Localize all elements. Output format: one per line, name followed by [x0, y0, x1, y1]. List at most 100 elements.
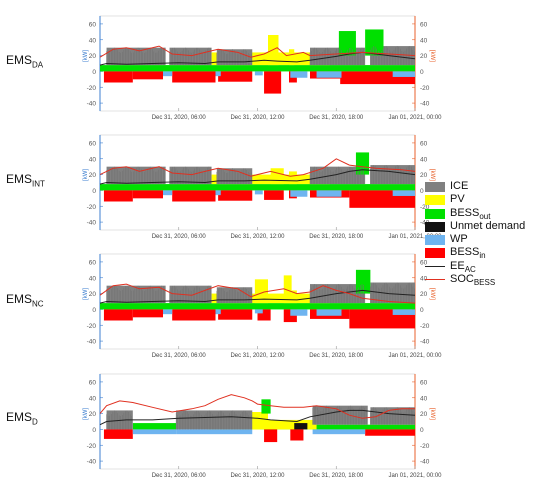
bess-in-bar: [264, 190, 284, 200]
bess-out-bar: [100, 184, 415, 191]
wp-bar: [290, 190, 308, 197]
y-left-tick-label: 40: [89, 275, 97, 282]
bess-in-bar: [103, 190, 133, 202]
bess-in-bar: [218, 71, 253, 82]
y-right-tick-label: 40: [420, 156, 428, 163]
y-right-label: [kW]: [429, 169, 435, 181]
wp-bar: [392, 309, 415, 315]
wp-bar: [392, 190, 415, 196]
legend-label-main: PV: [450, 193, 465, 206]
wp-bar: [215, 71, 221, 77]
legend-item: WP: [425, 233, 547, 246]
y-left-tick-label: 40: [89, 395, 97, 402]
legend-item: EEAC: [425, 260, 547, 274]
ee-ac-line: [99, 169, 416, 185]
legend-label: BESSout: [450, 207, 490, 223]
y-right-tick-label: 60: [420, 140, 428, 147]
x-tick-label: Dec 31, 2020, 12:00: [230, 473, 285, 479]
y-right-tick-label: 20: [420, 53, 428, 60]
panel-0: -40 -20 0 20 40 60 -40 -20 0 20 40 60 [kW] [kW] Dec 31…: [83, 15, 442, 121]
panel-label-sub: D: [32, 417, 38, 427]
y-left-tick-label: -20: [87, 443, 97, 450]
x-tick-label: Jan 01, 2021, 00:00: [388, 353, 442, 359]
x-tick-label: Dec 31, 2020, 12:00: [230, 234, 285, 240]
x-tick-label: Dec 31, 2020, 18:00: [309, 115, 364, 121]
legend-label-sub: in: [479, 251, 486, 261]
y-right-tick-label: 0: [420, 307, 424, 314]
wp-bar: [290, 71, 308, 78]
wp-bar: [254, 71, 263, 76]
y-left-tick-label: -40: [87, 220, 97, 227]
x-tick-label: Jan 01, 2021, 00:00: [388, 115, 442, 121]
bess-in-bar: [218, 309, 253, 320]
x-tick-label: Dec 31, 2020, 18:00: [309, 234, 364, 240]
bess-in-bar: [264, 71, 282, 94]
y-right-label: [kW]: [429, 288, 435, 300]
y-left-label: [kW]: [83, 50, 89, 62]
y-left-tick-label: 60: [89, 140, 97, 147]
panel-label-main: EMS: [6, 53, 33, 67]
y-right-tick-label: 60: [420, 259, 428, 266]
bess-in-bar: [103, 71, 133, 83]
panel-label-ems-da: EMSDA: [6, 53, 43, 69]
y-right-tick-label: 0: [420, 427, 424, 434]
y-right-tick-label: -40: [420, 459, 430, 466]
legend-item: PV: [425, 193, 547, 206]
bess-in-bar: [132, 309, 163, 318]
legend-swatch: [425, 195, 445, 206]
y-left-tick-label: 0: [92, 427, 96, 434]
pv-peak-bar: [289, 49, 295, 66]
bess-in-bar: [103, 429, 133, 439]
legend-swatch: [425, 279, 445, 281]
y-right-tick-label: 40: [420, 395, 428, 402]
panel-3: -40 -20 0 20 40 60 -40 -20 0 20 40 60 [kW] [kW] Dec 31…: [83, 373, 442, 479]
bess-out-bar: [132, 423, 177, 430]
y-left-tick-label: 20: [89, 172, 97, 179]
legend-swatch: [425, 265, 445, 267]
wp-bar: [163, 190, 173, 196]
legend-label-sub: BESS: [473, 278, 496, 288]
y-right-tick-label: -20: [420, 85, 430, 92]
wp-bar: [176, 429, 253, 435]
y-right-tick-label: 60: [420, 379, 428, 386]
panel-label-sub: DA: [32, 60, 44, 70]
legend-label-main: WP: [450, 233, 468, 246]
x-tick-label: Dec 31, 2020, 18:00: [309, 473, 364, 479]
y-left-tick-label: 20: [89, 291, 97, 298]
ice-bar: [106, 410, 133, 430]
bess-in-bar: [290, 429, 304, 441]
y-right-tick-label: -20: [420, 204, 430, 211]
y-right-tick-label: 20: [420, 172, 428, 179]
pv-peak-bar: [270, 168, 284, 185]
wp-bar: [392, 71, 415, 77]
pv-peak-bar: [291, 290, 297, 304]
y-right-tick-label: -20: [420, 323, 430, 330]
bess-in-bar: [172, 71, 216, 83]
y-right-tick-label: -40: [420, 339, 430, 346]
y-left-tick-label: 60: [89, 259, 97, 266]
ee-ac-line: [99, 409, 416, 426]
y-left-tick-label: 20: [89, 411, 97, 418]
y-left-tick-label: 0: [92, 307, 96, 314]
y-right-tick-label: 40: [420, 275, 428, 282]
y-right-tick-label: -40: [420, 101, 430, 108]
legend-item: BESSout: [425, 207, 547, 223]
wp-bar: [312, 429, 366, 435]
x-tick-label: Dec 31, 2020, 06:00: [152, 115, 207, 121]
y-right-tick-label: -40: [420, 220, 430, 227]
legend: ICE PV BESSout Unmet demand WP BESSin EEAC SOCB…: [425, 180, 547, 288]
y-right-tick-label: 0: [420, 69, 424, 76]
bess-in-bar: [264, 429, 278, 443]
wp-bar: [254, 190, 263, 195]
pv-bar: [211, 293, 330, 304]
x-tick-label: Jan 01, 2021, 00:00: [388, 473, 442, 479]
soc-bess-line: [99, 283, 416, 304]
legend-label: WP: [450, 233, 468, 246]
y-left-tick-label: 0: [92, 188, 96, 195]
x-tick-label: Dec 31, 2020, 18:00: [309, 353, 364, 359]
bess-out-top-bar: [261, 399, 271, 414]
panel-label-main: EMS: [6, 410, 33, 424]
bess-out-bar: [100, 303, 415, 310]
legend-swatch: [425, 182, 445, 192]
